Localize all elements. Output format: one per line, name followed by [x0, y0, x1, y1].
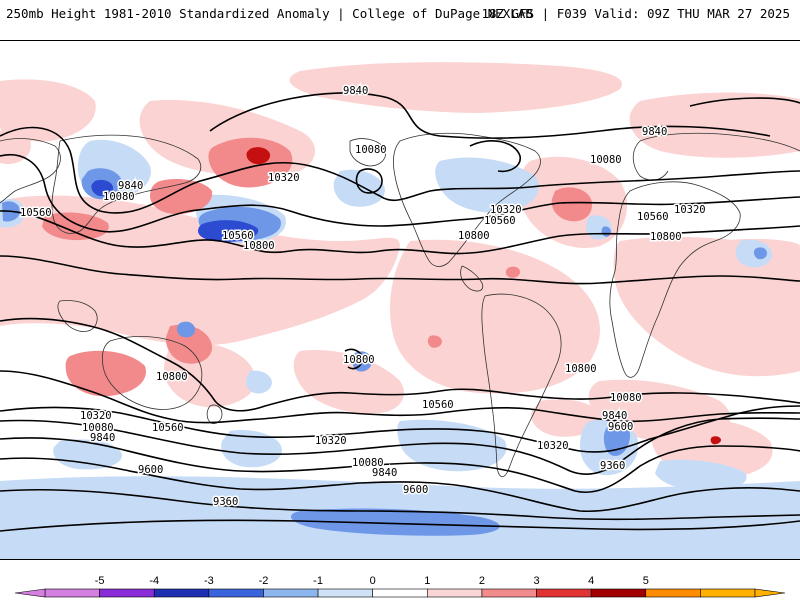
contour-label: 9840	[90, 432, 115, 444]
contour-label: 10800	[650, 231, 682, 243]
colorbar-swatch	[153, 588, 210, 598]
contour-label: 10080	[82, 422, 114, 434]
contour-label: 10320	[537, 440, 569, 452]
positive-anomaly-moderate	[42, 137, 593, 397]
colorbar-tick-label: 4	[588, 575, 594, 587]
colorbar-extend-max	[754, 588, 786, 598]
colorbar-swatch	[590, 588, 647, 598]
contour-label: 10080	[352, 457, 384, 469]
contour-label: 10800	[243, 240, 275, 252]
anomaly-map: 9840 10080 10320 9840 10080 10560 10560 …	[0, 40, 800, 560]
contour-label: 10800	[156, 371, 188, 383]
colorbar-swatch	[372, 588, 428, 598]
colorbar-tick-labels: -5 -4 -3 -2 -1 0 1 2 3 4 5	[95, 575, 649, 587]
map-title: 250mb Height 1981-2010 Standardized Anom…	[6, 6, 533, 21]
contour-label: 9360	[213, 496, 238, 508]
contour-label: 10560	[637, 211, 669, 223]
contour-label: 10080	[610, 392, 642, 404]
contour-label: 10320	[268, 172, 300, 184]
colorbar-swatch	[427, 588, 483, 598]
contour-label: 10560	[152, 422, 184, 434]
colorbar-tick-label: 1	[424, 575, 430, 587]
contour-label: 10560	[484, 215, 516, 227]
colorbar-extend-min	[14, 588, 46, 598]
colorbar-swatch	[700, 588, 756, 598]
contour-label: 9840	[602, 410, 627, 422]
contour-label: 10080	[355, 144, 387, 156]
colorbar-swatch	[263, 588, 319, 598]
contour-label: 10320	[80, 410, 112, 422]
contour-label: 10080	[103, 191, 135, 203]
negative-anomaly-moderate	[2, 168, 767, 536]
contour-label: 9600	[608, 421, 633, 433]
contour-label: 9600	[403, 484, 428, 496]
colorbar-tick-label: -4	[149, 575, 159, 587]
contour-label: 9840	[372, 467, 397, 479]
colorbar-tick-label: -2	[259, 575, 269, 587]
colorbar-swatch	[44, 588, 100, 598]
contour-label: 10320	[490, 204, 522, 216]
colorbar-swatch	[99, 588, 155, 598]
colorbar-swatch	[536, 588, 592, 598]
colorbar-swatch	[481, 588, 537, 598]
colorbar: -5 -4 -3 -2 -1 0 1 2 3 4 5	[14, 575, 786, 598]
model-run-info: 18Z GFS | F039 Valid: 09Z THU MAR 27 202…	[481, 6, 790, 21]
contour-label: 9840	[118, 180, 143, 192]
contour-label: 10800	[458, 230, 490, 242]
contour-label: 10080	[590, 154, 622, 166]
colorbar-swatch	[645, 588, 701, 598]
contour-label: 10320	[674, 204, 706, 216]
colorbar-swatch	[317, 588, 373, 598]
colorbar-swatches	[14, 588, 786, 598]
colorbar-tick-label: 2	[479, 575, 485, 587]
height-contours	[0, 92, 800, 532]
contour-label: 10320	[315, 435, 347, 447]
colorbar-swatch	[208, 588, 264, 598]
colorbar-tick-label: -1	[313, 575, 323, 587]
colorbar-tick-label: -3	[204, 575, 214, 587]
negative-anomaly-strong	[91, 179, 259, 242]
contour-label: 10800	[343, 354, 375, 366]
contour-label: 10560	[20, 207, 52, 219]
colorbar-tick-label: 5	[643, 575, 649, 587]
contour-labels: 9840 10080 10320 9840 10080 10560 10560 …	[19, 84, 708, 510]
contour-label: 9840	[642, 126, 667, 138]
contour-label: 9840	[343, 85, 368, 97]
contour-label: 9600	[138, 464, 163, 476]
positive-anomaly-strong	[246, 147, 721, 445]
contour-label: 10560	[222, 230, 254, 242]
colorbar-tick-label: -5	[95, 575, 105, 587]
colorbar-tick-label: 3	[533, 575, 539, 587]
colorbar-tick-label: 0	[370, 575, 376, 587]
contour-label: 10560	[422, 399, 454, 411]
contour-label: 9360	[600, 460, 625, 472]
coastlines	[0, 132, 800, 478]
contour-label: 10800	[565, 363, 597, 375]
